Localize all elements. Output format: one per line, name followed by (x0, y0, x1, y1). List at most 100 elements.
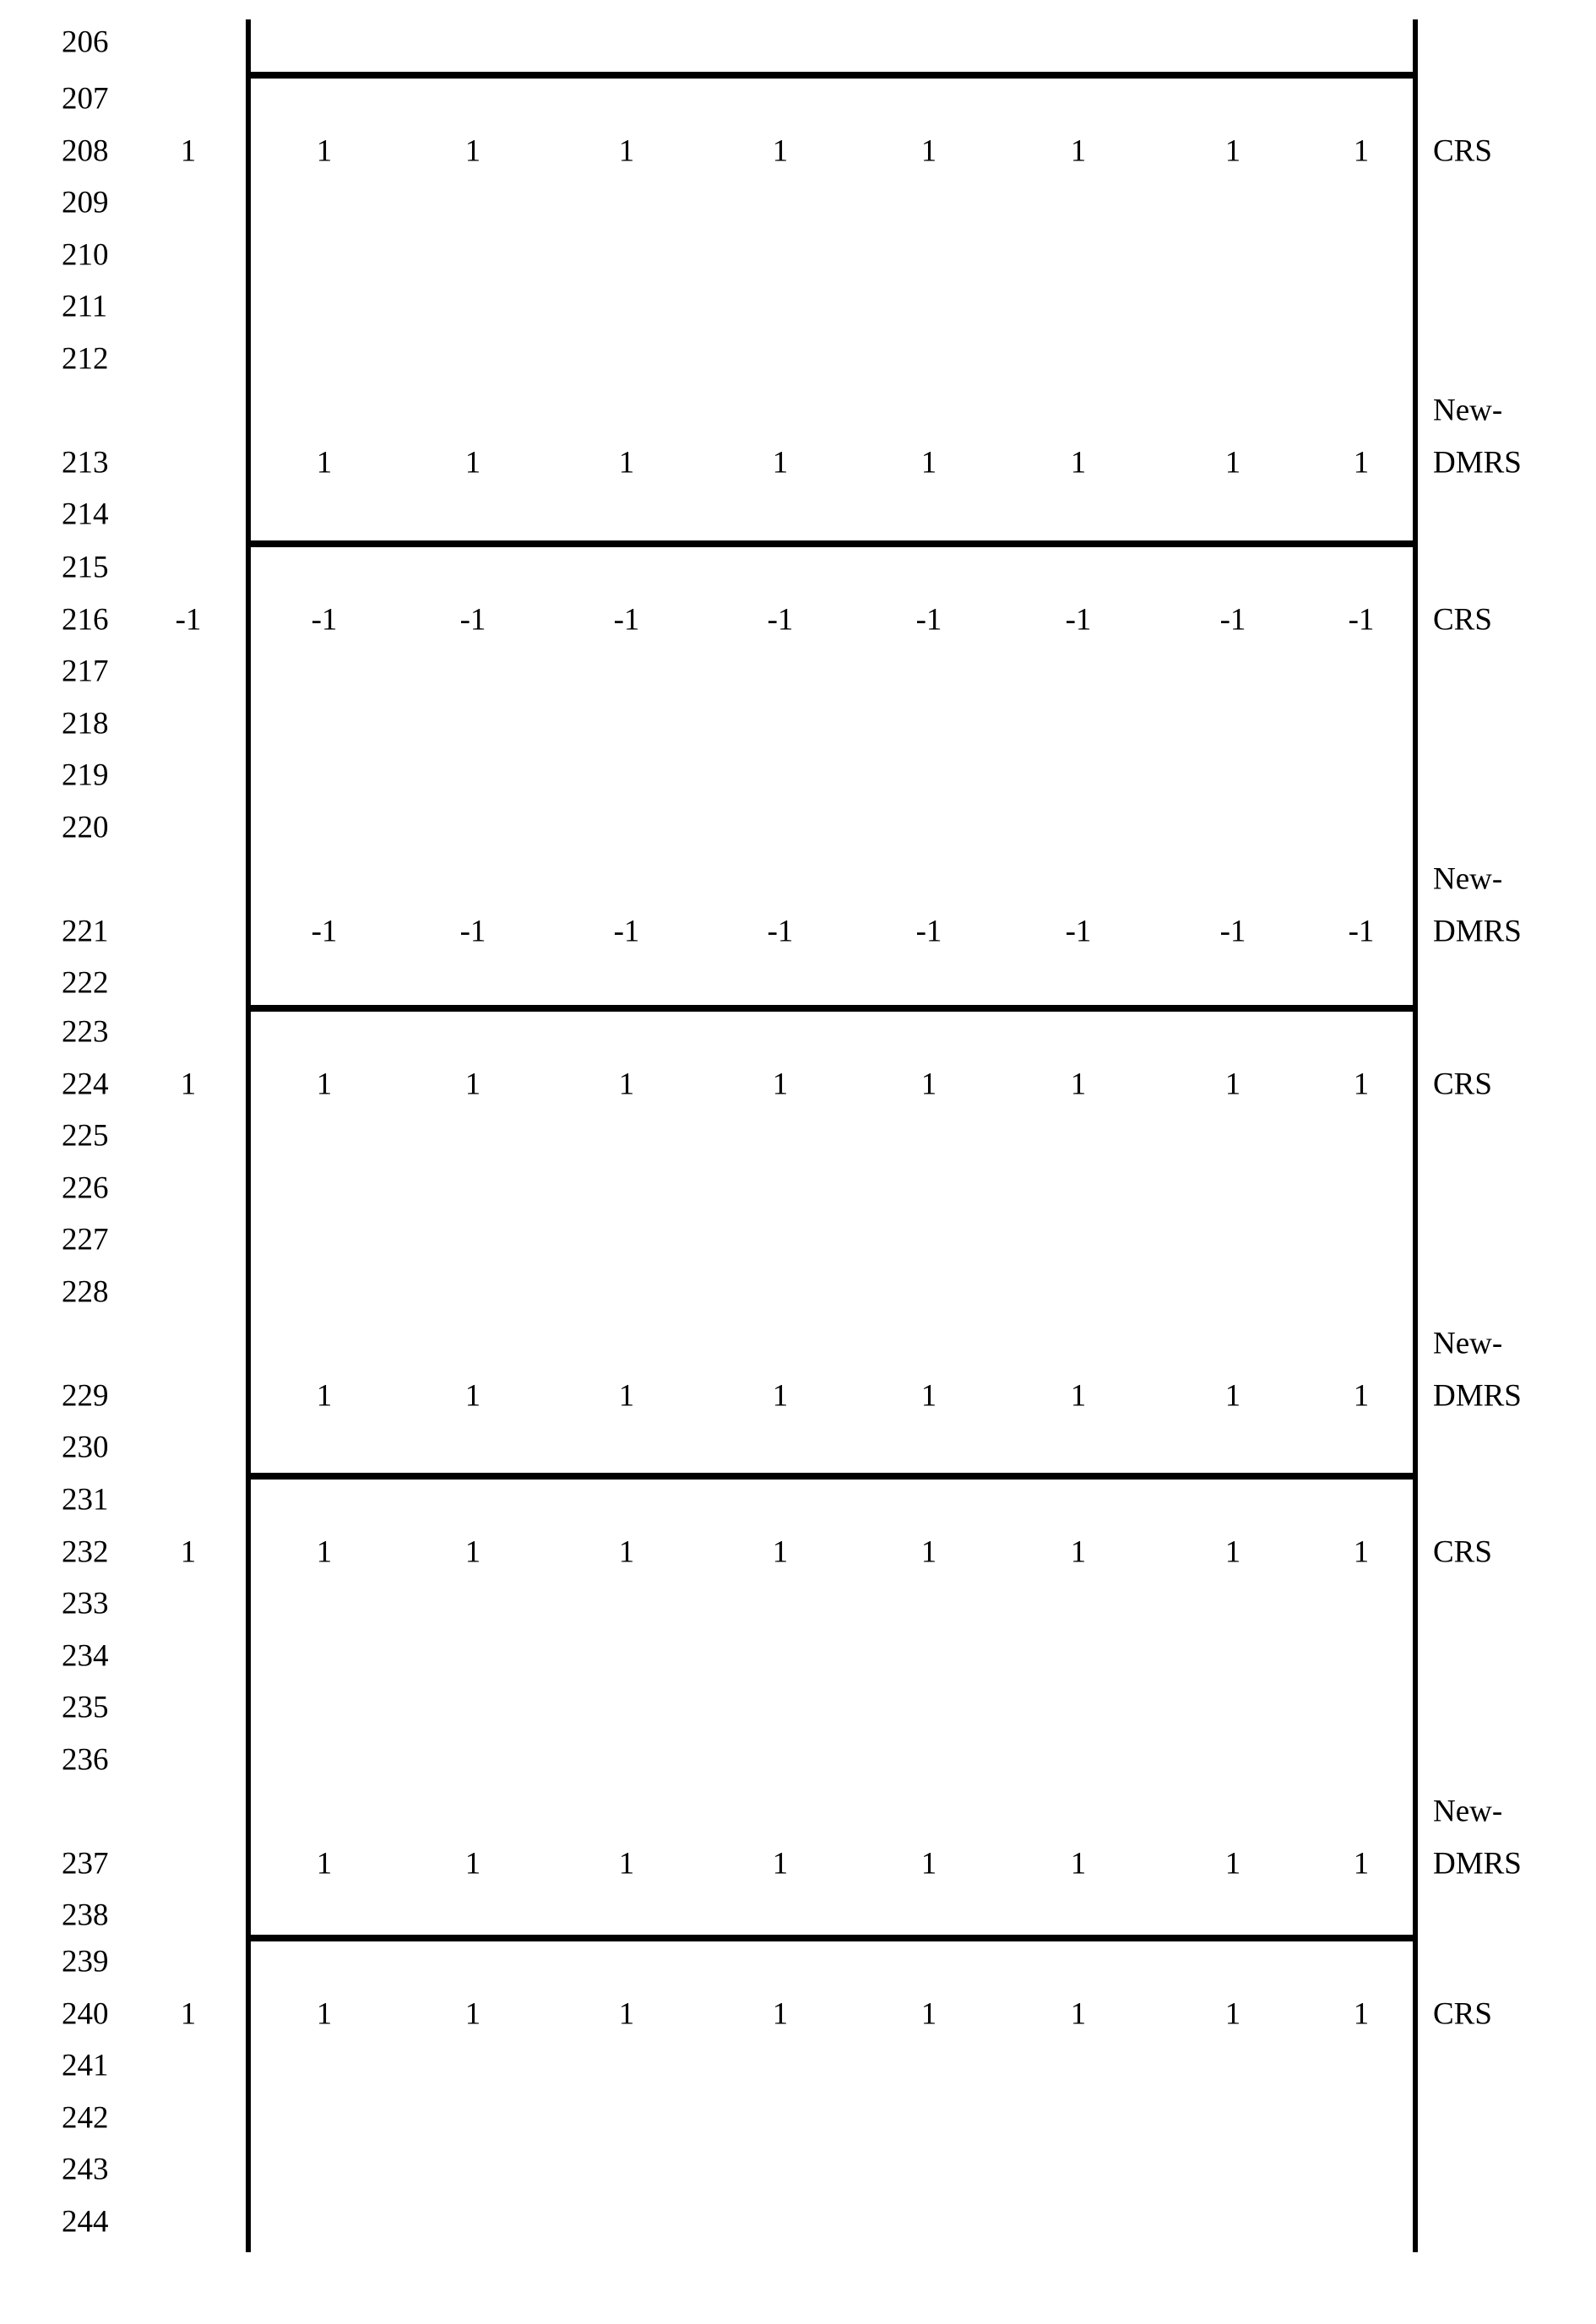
matrix-cell-value: 1 (316, 1067, 333, 1101)
matrix-cell-value: -1 (915, 602, 942, 637)
figure-row-215: 215 (0, 541, 1596, 594)
figure-row-227: 227 (0, 1214, 1596, 1266)
matrix-cell-value: 1 (618, 133, 635, 168)
line-number: 228 (62, 1274, 109, 1309)
line-number: 215 (62, 550, 109, 585)
matrix-cell-value: 1 (920, 1067, 937, 1101)
line-number: 222 (62, 965, 109, 1001)
matrix-cell-value: 1 (1224, 1996, 1241, 2031)
line-number: 239 (62, 1944, 109, 1979)
matrix-cell-value: 1 (1224, 1846, 1241, 1881)
matrix-cell-value: 1 (1070, 1378, 1087, 1413)
line-number: 238 (62, 1898, 109, 1933)
matrix-cell-value: 1 (1070, 445, 1087, 480)
line-number: 229 (62, 1378, 109, 1413)
line-number: 220 (62, 810, 109, 844)
line-number: 233 (62, 1586, 109, 1621)
figure-row-212: 212 (0, 333, 1596, 385)
matrix-cell-value: -1 (1348, 914, 1375, 948)
figure-row-229: 229 1 1 1 1 1 1 1 1 DMRS (0, 1370, 1596, 1422)
matrix-cell-value: 1 (1070, 1067, 1087, 1101)
matrix-cell-value: 1 (1353, 1846, 1370, 1881)
line-number: 214 (62, 497, 109, 532)
figure-row-221: 221 -1 -1 -1 -1 -1 -1 -1 -1 DMRS (0, 905, 1596, 958)
matrix-cell-value: 1 (464, 133, 481, 168)
matrix-cell-value: 1 (1353, 133, 1370, 168)
line-number: 241 (62, 2048, 109, 2083)
matrix-cell-value: 1 (1070, 1996, 1087, 2031)
matrix-cell-value: 1 (920, 445, 937, 480)
matrix-cell-value: -1 (767, 602, 794, 637)
line-number: 240 (62, 1996, 109, 2031)
matrix-cell-value: 1 (464, 445, 481, 480)
matrix-cell-value: 1 (464, 1378, 481, 1413)
matrix-cell-value: -1 (1348, 602, 1375, 637)
matrix-cell-value: 1 (1224, 1378, 1241, 1413)
figure-row-206: 206 (0, 16, 1596, 68)
matrix-cell-value: -1 (1219, 602, 1246, 637)
row-type-label: DMRS (1433, 1846, 1522, 1881)
matrix-cell-value: 1 (618, 1378, 635, 1413)
figure-row-207: 207 (0, 73, 1596, 125)
figure-row-226: 226 (0, 1162, 1596, 1214)
matrix-cell-value: 1 (920, 1534, 937, 1569)
matrix-cell-value: 1 (1353, 1534, 1370, 1569)
figure-row-240: 240 1 1 1 1 1 1 1 1 1 CRS (0, 1988, 1596, 2040)
line-number: 243 (62, 2152, 109, 2187)
line-number: 221 (62, 914, 109, 948)
figure-row-241: 241 (0, 2039, 1596, 2092)
line-number: 208 (62, 133, 109, 168)
figure-label-row: New- (0, 1785, 1596, 1838)
figure-row-236: 236 (0, 1734, 1596, 1786)
matrix-cell-value: 1 (920, 1378, 937, 1413)
line-number: 224 (62, 1067, 109, 1101)
matrix-cell-value: 1 (618, 1534, 635, 1569)
left-column-value: 1 (180, 1996, 197, 2031)
matrix-cell-value: -1 (613, 602, 640, 637)
figure-row-238: 238 (0, 1889, 1596, 1941)
figure-row-213: 213 1 1 1 1 1 1 1 1 DMRS (0, 437, 1596, 489)
figure-row-244: 244 (0, 2196, 1596, 2248)
line-number: 237 (62, 1846, 109, 1881)
matrix-cell-value: -1 (459, 602, 486, 637)
matrix-cell-value: 1 (1070, 133, 1087, 168)
row-type-label: CRS (1433, 1067, 1492, 1101)
figure-label-row: New- (0, 853, 1596, 905)
matrix-cell-value: 1 (1224, 1067, 1241, 1101)
row-type-label: New- (1433, 861, 1503, 897)
matrix-cell-value: -1 (767, 914, 794, 948)
line-number: 225 (62, 1118, 109, 1154)
line-number: 212 (62, 341, 109, 376)
section-divider-line (246, 1935, 1418, 1941)
section-divider-line (246, 540, 1418, 547)
figure-row-228: 228 (0, 1266, 1596, 1318)
figure-label-row: New- (0, 384, 1596, 437)
matrix-cell-value: 1 (1353, 1067, 1370, 1101)
figure-row-209: 209 (0, 176, 1596, 229)
line-number: 210 (62, 237, 109, 272)
figure-row-243: 243 (0, 2143, 1596, 2196)
matrix-cell-value: 1 (316, 445, 333, 480)
matrix-cell-value: 1 (1070, 1846, 1087, 1881)
matrix-cell-value: 1 (316, 1846, 333, 1881)
matrix-cell-value: 1 (772, 1996, 789, 2031)
figure-label-row: New- (0, 1317, 1596, 1370)
line-number: 234 (62, 1638, 109, 1673)
line-number: 219 (62, 757, 109, 793)
matrix-cell-value: 1 (464, 1996, 481, 2031)
figure-row-222: 222 (0, 957, 1596, 1009)
matrix-cell-value: 1 (464, 1846, 481, 1881)
line-number: 231 (62, 1482, 109, 1518)
figure-row-225: 225 (0, 1110, 1596, 1162)
matrix-cell-value: 1 (316, 1534, 333, 1569)
matrix-cell-value: 1 (772, 445, 789, 480)
table-left-border-line (246, 19, 251, 2252)
matrix-cell-value: 1 (1224, 445, 1241, 480)
figure-row-239: 239 (0, 1936, 1596, 1988)
line-number: 226 (62, 1170, 109, 1205)
row-type-label: New- (1433, 1326, 1503, 1361)
matrix-cell-value: 1 (618, 445, 635, 480)
line-number: 235 (62, 1690, 109, 1725)
row-type-label: CRS (1433, 1996, 1492, 2031)
figure-row-224: 224 1 1 1 1 1 1 1 1 1 CRS (0, 1058, 1596, 1110)
